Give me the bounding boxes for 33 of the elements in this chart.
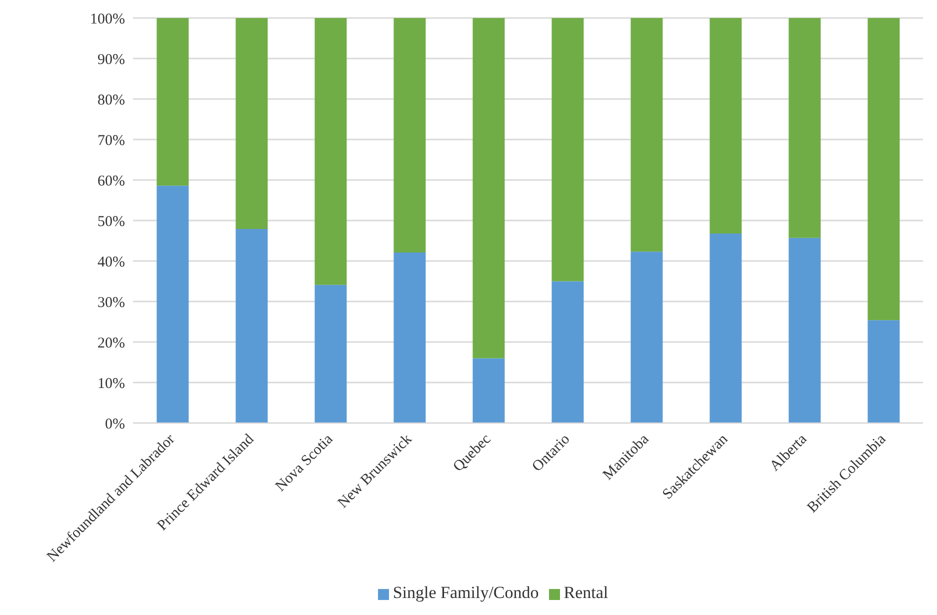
bar (236, 229, 268, 423)
y-tick-label: 10% (98, 376, 125, 392)
bar (394, 252, 426, 423)
bar (394, 18, 426, 252)
bar (710, 233, 742, 423)
y-tick-label: 50% (98, 214, 125, 230)
bar (552, 18, 584, 282)
bar (472, 358, 505, 423)
bar (314, 18, 347, 285)
bar (472, 18, 505, 358)
y-tick-label: 60% (98, 173, 125, 190)
legend-label: Rental (564, 583, 608, 602)
bar (868, 18, 900, 320)
bar (156, 18, 189, 186)
y-tick-label: 70% (98, 132, 125, 149)
bar (552, 281, 584, 423)
bar (236, 18, 268, 230)
bar (156, 186, 189, 423)
bar (788, 238, 821, 423)
y-tick-label: 80% (98, 92, 125, 108)
y-tick-label: 0% (105, 416, 125, 432)
bar (788, 18, 821, 238)
bar (630, 252, 663, 423)
bar (630, 18, 663, 252)
bar (868, 320, 900, 423)
bar (710, 18, 742, 234)
y-tick-label: 100% (90, 11, 125, 28)
legend-label: Single Family/Condo (392, 583, 539, 602)
y-tick-label: 30% (98, 294, 125, 311)
y-tick-label: 90% (98, 52, 125, 68)
y-tick-label: 40% (98, 254, 125, 270)
bar (314, 284, 347, 423)
y-tick-label: 20% (98, 335, 125, 352)
